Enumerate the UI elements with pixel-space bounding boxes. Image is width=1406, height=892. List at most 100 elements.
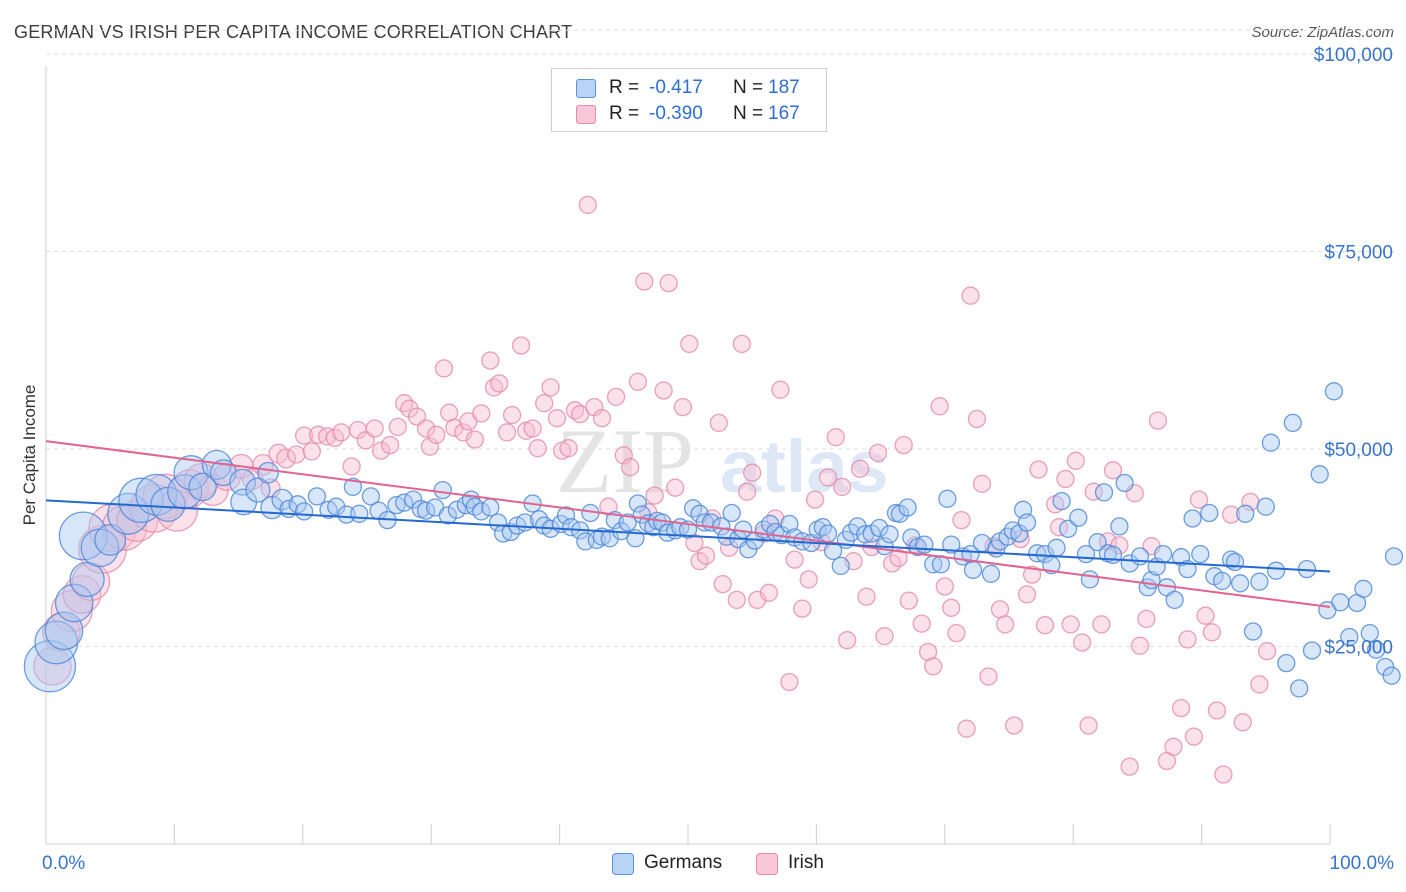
irish-point [1092, 615, 1111, 634]
germans-point [337, 505, 356, 524]
y-tick-label: $75,000 [1324, 243, 1393, 264]
irish-point [395, 394, 414, 413]
germans-point [1277, 653, 1296, 673]
irish-point [785, 550, 804, 569]
irish-point [759, 583, 779, 602]
irish-point [635, 272, 654, 291]
irish-point [481, 351, 500, 370]
germans-point [1178, 559, 1197, 579]
bottom-legend-swatch-irish [756, 853, 778, 875]
germans-point [722, 503, 741, 523]
germans-point [350, 504, 369, 523]
irish-point [857, 587, 876, 606]
irish-point [1233, 713, 1252, 732]
irish-point [967, 409, 987, 429]
germans-point [343, 477, 363, 497]
germans-point [58, 511, 108, 561]
irish-point [1120, 757, 1139, 776]
legend-r-value: -0.417 [649, 77, 703, 98]
irish-point [578, 195, 597, 215]
irish-point [1257, 642, 1277, 661]
irish-point [472, 404, 491, 423]
bottom-legend-label-irish: Irish [788, 852, 824, 873]
germans-point [1256, 497, 1275, 516]
irish-point [1189, 490, 1209, 509]
germans-point [245, 477, 271, 503]
irish-point [875, 627, 894, 646]
germans-point [628, 494, 648, 513]
x-tick-label: 100.0% [1330, 853, 1395, 874]
irish-point [894, 435, 913, 455]
legend-n-label: N = [733, 103, 764, 124]
irish-point [743, 463, 762, 482]
germans-point [472, 502, 491, 521]
germans-point [618, 513, 637, 532]
irish-point [952, 510, 971, 530]
germans-point [54, 583, 94, 623]
germans-point [1191, 544, 1210, 564]
tick-labels: $25,000 $50,000 $75,000 $100,000 0.0% 100.0% [42, 45, 1394, 874]
irish-point [696, 546, 716, 565]
irish-point [930, 397, 949, 416]
bottom-legend-irish: Irish [756, 852, 836, 876]
germans-point [1283, 413, 1302, 433]
irish-point [793, 599, 812, 618]
germans-point [1302, 641, 1322, 660]
irish-point [799, 570, 818, 589]
germans-point [780, 514, 799, 534]
irish-point [713, 574, 732, 594]
germans-point [1017, 513, 1037, 532]
irish-point [1004, 716, 1024, 735]
germans-point [173, 455, 209, 491]
germans-point [1069, 508, 1088, 527]
germans-point [1250, 572, 1269, 591]
legend-n-value: 167 [768, 103, 800, 124]
germans-point [23, 640, 77, 693]
irish-point [995, 615, 1015, 634]
germans-point [1367, 640, 1386, 659]
germans-point [1354, 579, 1373, 598]
irish-point [918, 642, 938, 662]
germans-point [433, 480, 452, 500]
y-tick-label: $25,000 [1324, 638, 1393, 659]
irish-point [1079, 716, 1098, 735]
germans-point [307, 487, 327, 506]
germans-point [1331, 593, 1350, 612]
irish-point [889, 548, 908, 568]
irish-point [654, 381, 673, 400]
bottom-legend-germans: Germans [612, 852, 732, 876]
legend-swatch-germans [576, 79, 596, 98]
germans-point [961, 544, 980, 564]
germans-point [1110, 517, 1129, 536]
irish-point [287, 445, 306, 464]
germans-point [1290, 679, 1309, 698]
irish-point [1029, 460, 1048, 479]
germans-point [963, 560, 983, 580]
germans-point [1115, 473, 1134, 493]
irish-point [732, 334, 752, 354]
y-tick-label: $100,000 [1314, 45, 1393, 66]
chart-title: GERMAN VS IRISH PER CAPITA INCOME CORREL… [14, 22, 573, 42]
trend-line-germans [45, 499, 1331, 573]
irish-point [1084, 482, 1103, 501]
irish-point [1148, 411, 1168, 430]
irish-point [606, 387, 626, 407]
irish-point [1164, 737, 1183, 756]
irish-point [659, 273, 678, 293]
germans-point [1310, 465, 1329, 484]
irish-point [294, 426, 314, 445]
irish-point [1250, 675, 1269, 694]
germans-point [1243, 622, 1263, 641]
irish-point [709, 413, 728, 433]
legend-r-value: -0.390 [649, 103, 703, 124]
irish-point [628, 372, 648, 391]
legend-n-value: 187 [768, 77, 800, 98]
trend-lines [45, 440, 1331, 608]
germans-point [1382, 666, 1401, 685]
irish-point [666, 478, 685, 497]
irish-point [673, 397, 693, 417]
irish-point [523, 419, 542, 438]
germans-point [1360, 623, 1379, 643]
germans-point [1103, 545, 1123, 565]
